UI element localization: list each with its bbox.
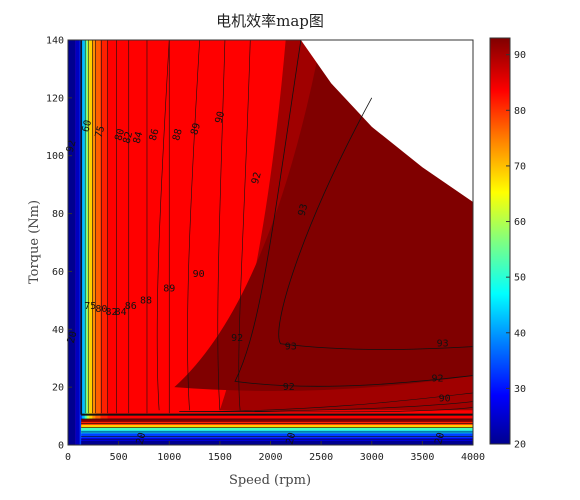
contour-label: 86	[125, 301, 137, 312]
y-axis-label: Torque (Nm)	[27, 200, 42, 284]
contour-line	[187, 40, 200, 411]
colorbar-tick-label: 60	[514, 217, 526, 228]
contour-label: 92	[432, 373, 444, 384]
chart-title: 电机效率map图	[216, 12, 324, 30]
contour-label: 82	[106, 307, 118, 318]
x-tick-label: 0	[65, 452, 71, 463]
contour-label: 84	[115, 307, 127, 318]
contour-label: 93	[297, 203, 311, 217]
y-tick-label: 20	[52, 383, 64, 394]
y-tick-label: 0	[58, 441, 64, 452]
x-tick-label: 2500	[309, 452, 333, 463]
contour-line	[179, 407, 473, 413]
x-axis-label: Speed (rpm)	[229, 473, 311, 488]
contour-label: 88	[171, 128, 185, 142]
colorbar-tick-label: 90	[514, 50, 526, 61]
x-tick-label: 1500	[208, 452, 232, 463]
x-axis: 0 500 1000 1500 2000 2500 3000 3500 4000	[65, 441, 485, 463]
contour-label: 89	[189, 122, 203, 136]
contour-label: 90	[439, 394, 451, 405]
region-fill	[78, 40, 83, 445]
y-tick-label: 40	[52, 325, 64, 336]
contour-label: 80	[95, 304, 107, 315]
contour-label: 90	[193, 269, 205, 280]
contour-label: 93	[437, 339, 449, 350]
contour-label: 60	[80, 119, 94, 133]
y-tick-label: 80	[52, 209, 64, 220]
x-tick-label: 1000	[157, 452, 181, 463]
y-tick-label: 140	[46, 36, 64, 47]
region-fill	[75, 40, 80, 445]
contour-label: 88	[140, 295, 152, 306]
max-power-boundary	[300, 40, 473, 202]
contour-label: 86	[148, 128, 162, 142]
colorbar-ticks: 20 30 40 50 60 70 80 90	[506, 50, 526, 451]
contour-label: 90	[214, 110, 228, 124]
contour-line	[238, 40, 251, 411]
colorbar-tick-label: 70	[514, 161, 526, 172]
contour-line	[217, 40, 226, 411]
region-fill	[68, 40, 76, 445]
contour-label: 92	[283, 382, 295, 393]
contour-label: 92	[231, 333, 243, 344]
contour-line	[234, 40, 473, 387]
region-fill	[81, 440, 473, 445]
colorbar-tick-label: 40	[514, 328, 526, 339]
contour-label: 20	[285, 431, 299, 445]
contour-line	[278, 97, 473, 350]
contour-label: 75	[94, 125, 108, 139]
colorbar-tick-label: 80	[514, 106, 526, 117]
x-tick-label: 3000	[360, 452, 384, 463]
contour-label: 80	[113, 128, 127, 142]
y-tick-label: 60	[52, 267, 64, 278]
y-axis: 0 20 40 60 80 100 120 140	[46, 36, 72, 452]
colorbar-tick-label: 50	[514, 273, 526, 284]
contour-label: 93	[285, 342, 297, 353]
colorbar-tick-label: 20	[514, 440, 526, 451]
colorbar-tick-label: 30	[514, 384, 526, 395]
contour-label: 89	[163, 284, 175, 295]
contour-line	[156, 40, 170, 411]
x-tick-label: 500	[110, 452, 128, 463]
contour-line	[179, 392, 473, 413]
contour-label: 82	[121, 130, 135, 144]
contour-label: 20	[433, 431, 447, 445]
x-tick-label: 3500	[410, 452, 434, 463]
x-tick-label: 4000	[461, 452, 485, 463]
contour-label: 20	[135, 431, 149, 445]
contour-lines	[80, 40, 473, 440]
contour-label: 75	[84, 301, 96, 312]
y-tick-label: 100	[46, 151, 64, 162]
x-tick-label: 2000	[258, 452, 282, 463]
y-tick-label: 120	[46, 93, 64, 104]
colorbar	[489, 37, 511, 445]
contour-label: 20	[66, 330, 80, 344]
contour-label: 84	[132, 130, 146, 144]
contour-label: 92	[250, 171, 264, 185]
